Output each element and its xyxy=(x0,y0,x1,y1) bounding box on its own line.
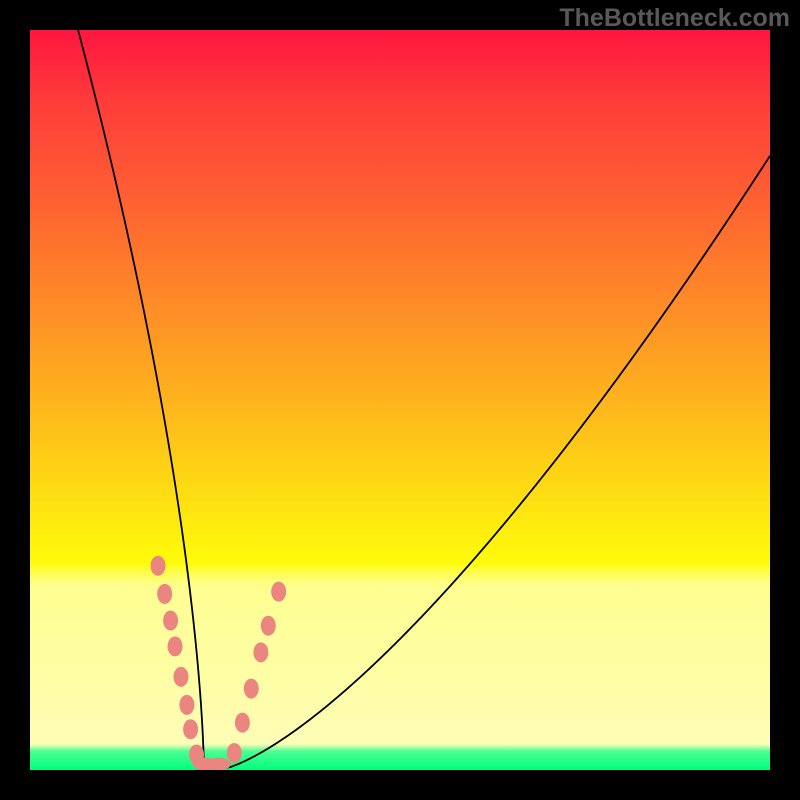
plot-area xyxy=(30,30,770,770)
marker-right-3 xyxy=(253,642,268,662)
marker-left-6 xyxy=(183,719,198,739)
marker-bottom-1 xyxy=(207,758,231,770)
marker-left-2 xyxy=(163,611,178,631)
marker-right-4 xyxy=(261,616,276,636)
marker-right-2 xyxy=(244,679,259,699)
marker-left-0 xyxy=(151,556,166,576)
marker-right-5 xyxy=(271,582,286,602)
marker-left-1 xyxy=(157,584,172,604)
marker-right-0 xyxy=(227,743,242,763)
marker-left-4 xyxy=(173,667,188,687)
marker-left-5 xyxy=(179,695,194,715)
marker-right-1 xyxy=(235,713,250,733)
watermark-text: TheBottleneck.com xyxy=(559,4,790,33)
chart-outer: TheBottleneck.com xyxy=(0,0,800,800)
plot-svg xyxy=(30,30,770,770)
gradient-background xyxy=(30,30,770,770)
marker-left-3 xyxy=(168,636,183,656)
